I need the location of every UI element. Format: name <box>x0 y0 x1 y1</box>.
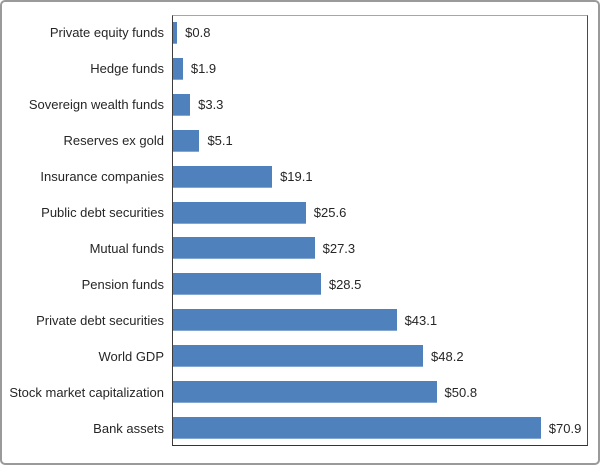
chart-row: Mutual funds $27.3 <box>2 231 588 267</box>
bar-zone: $48.2 <box>172 338 588 374</box>
category-label: Public debt securities <box>41 205 164 221</box>
bar <box>173 345 424 368</box>
category-label: Mutual funds <box>89 240 164 256</box>
chart-row: Hedge funds $1.9 <box>2 51 588 87</box>
value-label: $1.9 <box>190 61 217 77</box>
category-label: Stock market capitalization <box>9 384 164 400</box>
bar <box>173 417 541 440</box>
category-label: Bank assets <box>93 420 164 436</box>
bar <box>173 201 306 224</box>
chart-row: Insurance companies $19.1 <box>2 159 588 195</box>
chart-row: Private equity funds $0.8 <box>2 15 588 51</box>
bar-zone: $50.8 <box>172 374 588 410</box>
bar-zone: $70.9 <box>172 410 588 446</box>
category-label: Pension funds <box>81 276 164 292</box>
value-label: $0.8 <box>185 25 211 41</box>
category-label: Reserves ex gold <box>63 133 164 149</box>
category-label: Sovereign wealth funds <box>28 97 164 113</box>
value-label: $19.1 <box>280 169 313 185</box>
value-label: $3.3 <box>198 97 224 113</box>
bar <box>173 237 315 260</box>
category-label: Hedge funds <box>90 61 164 77</box>
chart-row: Sovereign wealth funds $3.3 <box>2 87 588 123</box>
category-label: World GDP <box>98 348 165 364</box>
category-label: Private debt securities <box>36 312 164 328</box>
chart-row: Public debt securities $25.6 <box>2 195 588 231</box>
bar <box>173 165 273 188</box>
bar <box>173 57 183 80</box>
bar-chart: Private equity funds $0.8 Hedge funds $1… <box>2 15 588 446</box>
category-label: Private equity funds <box>49 25 164 41</box>
value-label: $28.5 <box>328 276 362 292</box>
bar <box>173 309 397 332</box>
bar-zone: $1.9 <box>172 51 588 87</box>
value-label: $70.9 <box>548 420 582 436</box>
value-label: $5.1 <box>207 133 233 149</box>
chart-row: Stock market capitalization $50.8 <box>2 374 588 410</box>
bar-zone: $43.1 <box>172 302 588 338</box>
bar-zone: $27.3 <box>172 231 588 267</box>
bar <box>173 21 178 44</box>
bar <box>173 273 321 296</box>
bar <box>173 129 200 152</box>
value-label: $43.1 <box>404 312 438 328</box>
bar-zone: $3.3 <box>172 87 588 123</box>
chart-row: Reserves ex gold $5.1 <box>2 123 588 159</box>
chart-row: Private debt securities $43.1 <box>2 302 588 338</box>
value-label: $50.8 <box>444 384 478 400</box>
chart-row: Pension funds $28.5 <box>2 266 588 302</box>
category-label: Insurance companies <box>40 169 164 185</box>
chart-row: World GDP $48.2 <box>2 338 588 374</box>
bar-zone: $25.6 <box>172 195 588 231</box>
bar-zone: $19.1 <box>172 159 588 195</box>
bar-zone: $5.1 <box>172 123 588 159</box>
value-label: $25.6 <box>313 205 347 221</box>
bar <box>173 381 437 404</box>
bar-zone: $0.8 <box>172 15 588 51</box>
chart-row: Bank assets $70.9 <box>2 410 588 446</box>
bar-zone: $28.5 <box>172 266 588 302</box>
bar <box>173 93 191 116</box>
value-label: $27.3 <box>322 240 356 256</box>
value-label: $48.2 <box>431 348 464 364</box>
